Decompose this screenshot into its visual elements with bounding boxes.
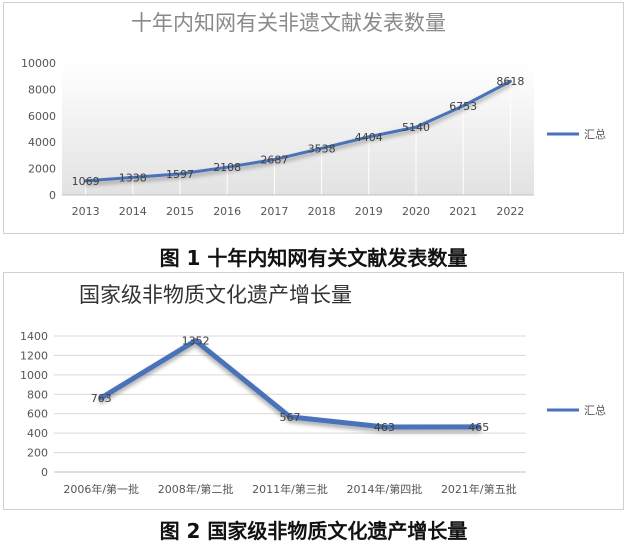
chart-2-series-line	[98, 338, 482, 430]
chart-1-plot-background	[62, 63, 534, 195]
chart-1-x-tick-label: 2013	[72, 205, 100, 218]
chart-1-x-tick-label: 2017	[260, 205, 288, 218]
chart-2-y-tick-label: 1400	[20, 330, 48, 343]
chart-2-y-tick-label: 600	[27, 408, 48, 421]
chart-1-data-label: 4404	[355, 131, 383, 144]
chart-2-x-tick-label: 2008年/第二批	[158, 482, 234, 496]
chart-1-legend-label: 汇总	[584, 127, 606, 141]
chart-1-x-tick-label: 2014	[119, 205, 147, 218]
chart-1-title: 十年内知网有关非遗文献发表数量	[131, 11, 446, 35]
chart-1-y-tick-label: 4000	[28, 136, 56, 149]
chart-2-y-tick-label: 200	[27, 447, 48, 460]
chart-2-x-tick-label: 2014年/第四批	[347, 482, 423, 496]
chart-1-x-tick-label: 2020	[402, 205, 430, 218]
chart-panel-2: 国家级非物质文化遗产增长量 0 200 400 600 800 1000 1200 1400 20…	[3, 272, 624, 510]
chart-1-y-tick-label: 0	[49, 189, 56, 202]
chart-2-data-label: 763	[91, 392, 112, 405]
chart-1-y-tick-label: 8000	[28, 83, 56, 96]
chart-2-x-tick-label: 2011年/第三批	[252, 482, 328, 496]
chart-1-y-tick-label: 10000	[21, 57, 56, 70]
chart-1-x-tick-label: 2015	[166, 205, 194, 218]
chart-2-y-tick-label: 1000	[20, 369, 48, 382]
chart-1-x-tick-label: 2018	[308, 205, 336, 218]
chart-1-y-tick-label: 2000	[28, 163, 56, 176]
chart-2-x-tick-label: 2021年/第五批	[441, 482, 517, 496]
chart-1-x-tick-label: 2021	[449, 205, 477, 218]
chart-2-data-label: 465	[468, 421, 489, 434]
chart-2-data-label: 567	[280, 411, 301, 424]
chart-1-data-label: 5140	[402, 121, 430, 134]
chart-1-x-tick-label: 2022	[496, 205, 524, 218]
chart-2-y-tick-label: 800	[27, 388, 48, 401]
chart-1-data-label: 8618	[496, 75, 524, 88]
chart-1-x-tick-label: 2016	[213, 205, 241, 218]
chart-1-data-label: 3538	[308, 142, 336, 155]
chart-panel-1: 十年内知网有关非遗文献发表数量 0 2000 4000 6000 8000 10000 201…	[3, 2, 624, 234]
chart-1-data-label: 1338	[119, 171, 147, 184]
chart-1-data-label: 2687	[260, 154, 288, 167]
chart-1-y-tick-label: 6000	[28, 110, 56, 123]
chart-1-data-label: 1069	[72, 175, 100, 188]
chart-2-y-tick-label: 1200	[20, 349, 48, 362]
chart-1-data-label: 1597	[166, 168, 194, 181]
figure-1-caption: 图 1 十年内知网有关文献发表数量	[159, 246, 468, 270]
chart-1-data-label: 2108	[213, 161, 241, 174]
chart-2-legend-label: 汇总	[584, 403, 606, 417]
chart-2-x-tick-label: 2006年/第一批	[63, 482, 139, 496]
chart-2-y-tick-label: 0	[41, 466, 48, 479]
chart-1-svg: 十年内知网有关非遗文献发表数量 0 2000 4000 6000 8000 10000 201…	[21, 11, 606, 218]
chart-2-data-label: 1352	[182, 335, 210, 348]
chart-1-data-label: 6753	[449, 100, 477, 113]
figure-2-caption: 图 2 国家级非物质文化遗产增长量	[159, 519, 468, 543]
chart-1-x-tick-label: 2019	[355, 205, 383, 218]
chart-2-y-tick-label: 400	[27, 427, 48, 440]
chart-2-svg: 国家级非物质文化遗产增长量 0 200 400 600 800 1000 1200 1400 20…	[20, 283, 606, 496]
chart-1-series-line	[84, 79, 512, 183]
chart-2-data-label: 463	[374, 421, 395, 434]
chart-2-title: 国家级非物质文化遗产增长量	[79, 283, 352, 307]
